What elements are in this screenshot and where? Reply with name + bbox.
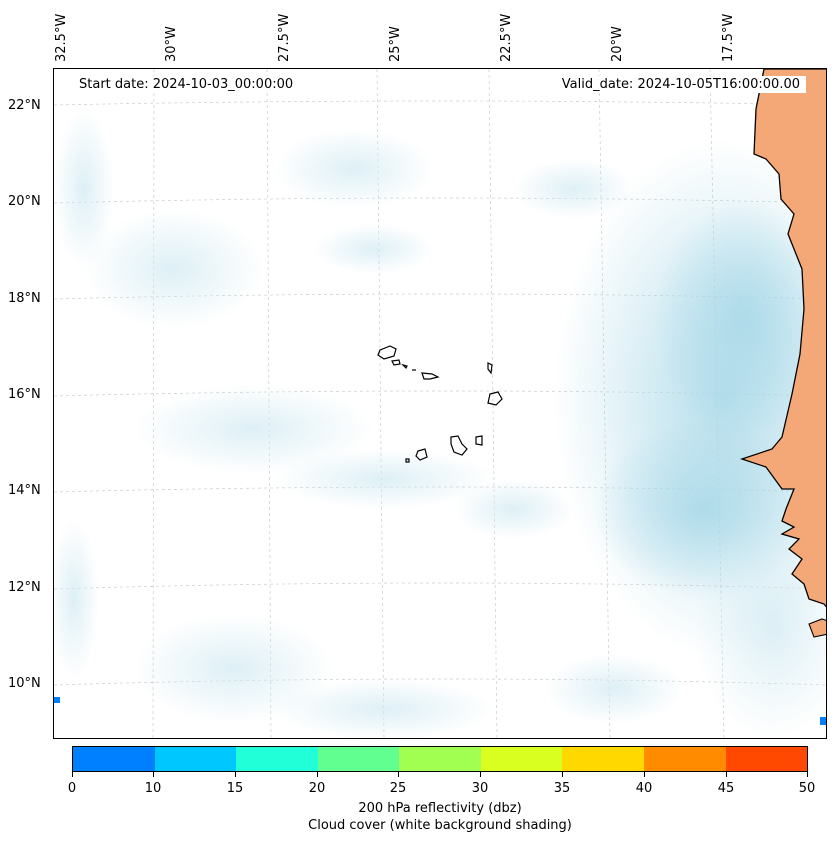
colorbar-subtitle: Cloud cover (white background shading) — [308, 818, 572, 833]
colorbar-tick-label: 30 — [471, 781, 489, 796]
colorbar-tick-label: 15 — [226, 781, 244, 796]
start-date-label: Start date: 2024-10-03_00:00:00 — [73, 76, 300, 93]
lat-label-20n: 20°N — [8, 194, 41, 209]
lat-label-10n: 10°N — [8, 676, 41, 691]
colorbar-tick-label: 40 — [635, 781, 653, 796]
map-frame — [53, 68, 827, 739]
colorbar-tickmark — [726, 772, 727, 777]
colorbar-tick-label: 20 — [308, 781, 326, 796]
colorbar-tick-label: 25 — [389, 781, 407, 796]
lat-label-12n: 12°N — [8, 580, 41, 595]
colorbar-tickmark — [235, 772, 236, 777]
colorbar-tickmark — [317, 772, 318, 777]
colorbar-segment-5 — [480, 747, 563, 771]
colorbar-segment-2 — [236, 747, 318, 771]
lon-label-17-5w: 17.5°W — [721, 13, 736, 62]
lon-label-30w: 30°W — [164, 26, 179, 62]
africa-coast-islands — [808, 618, 826, 638]
cloud-cover-shading — [54, 109, 826, 738]
colorbar-tick-label: 45 — [717, 781, 735, 796]
lat-label-22n: 22°N — [8, 98, 41, 113]
lon-label-32-5w: 32.5°W — [54, 13, 69, 62]
valid-date-label: Valid_date: 2024-10-05T16:00:00.00 — [555, 76, 806, 93]
reflectivity-colorbar — [72, 746, 808, 772]
colorbar-segment-4 — [399, 747, 481, 771]
lat-label-14n: 14°N — [8, 483, 41, 498]
lat-label-18n: 18°N — [8, 291, 41, 306]
colorbar-tickmark — [562, 772, 563, 777]
colorbar-segment-6 — [562, 747, 644, 771]
colorbar-tick-label: 0 — [67, 781, 77, 796]
colorbar-tickmark — [153, 772, 154, 777]
colorbar-tickmark — [398, 772, 399, 777]
colorbar-segment-8 — [725, 747, 808, 771]
colorbar-tickmark — [807, 772, 808, 777]
colorbar-tick-label: 35 — [553, 781, 571, 796]
reflectivity-patch-west — [54, 697, 60, 703]
lon-label-27-5w: 27.5°W — [277, 13, 292, 62]
colorbar-segment-1 — [154, 747, 237, 771]
colorbar-tickmark — [72, 772, 73, 777]
colorbar-tickmark — [644, 772, 645, 777]
colorbar-segment-7 — [643, 747, 726, 771]
reflectivity-patch-east — [820, 717, 826, 725]
lon-label-25w: 25°W — [388, 26, 403, 62]
lon-label-20w: 20°W — [610, 26, 625, 62]
colorbar-segment-0 — [73, 747, 155, 771]
lat-label-16n: 16°N — [8, 387, 41, 402]
colorbar-title: 200 hPa reflectivity (dbz) — [358, 801, 522, 816]
africa-land — [739, 69, 826, 608]
colorbar-tickmark — [480, 772, 481, 777]
cape-verde-islands — [377, 345, 503, 463]
colorbar-segment-3 — [317, 747, 400, 771]
colorbar-tick-label: 10 — [144, 781, 162, 796]
map-canvas — [54, 69, 826, 738]
lon-label-22-5w: 22.5°W — [499, 13, 514, 62]
colorbar-tick-label: 50 — [798, 781, 816, 796]
